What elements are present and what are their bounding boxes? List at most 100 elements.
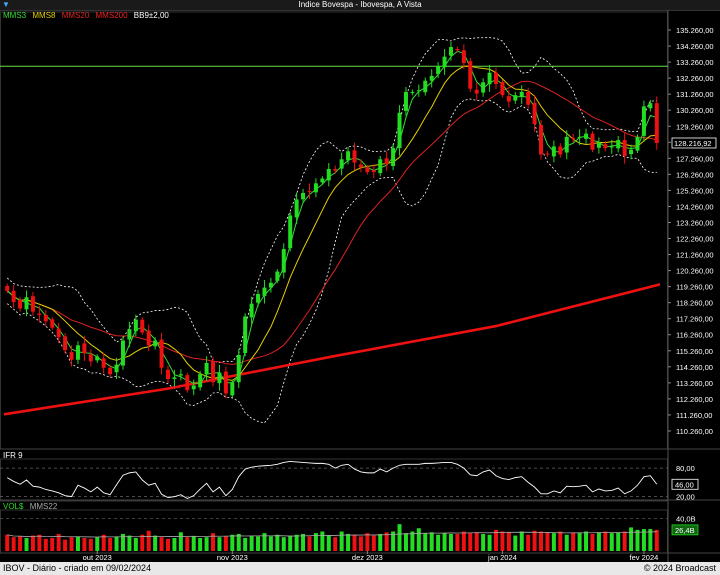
candle: [114, 357, 119, 380]
candle-body: [519, 91, 524, 98]
candle: [616, 135, 621, 153]
footer-info: IBOV - Diário - criado em 09/02/2024: [3, 563, 152, 573]
candle-body: [635, 136, 640, 151]
legend-item-bb[interactable]: BB9±2,00: [133, 11, 169, 20]
legend-item-mms20[interactable]: MMS20: [61, 11, 90, 20]
volume-bar: [172, 538, 177, 551]
volume-bar: [63, 539, 68, 551]
candle-body: [153, 340, 158, 347]
candle-body: [609, 146, 614, 148]
volume-bar: [204, 537, 209, 551]
candle-body: [159, 339, 164, 368]
candle-body: [217, 372, 222, 384]
chevron-down-icon[interactable]: ▼: [2, 0, 10, 9]
candle-body: [590, 133, 595, 150]
ifr-tick-label: 20,00: [676, 493, 695, 502]
candle-body: [30, 296, 35, 312]
candle-body: [526, 91, 531, 105]
candle-body: [236, 354, 241, 383]
volume-bar: [391, 531, 396, 551]
candle: [487, 65, 492, 92]
price-tick-label: 133.260,00: [676, 58, 714, 67]
volume-bar: [262, 533, 267, 551]
candle-body: [436, 66, 441, 74]
candle-body: [307, 191, 312, 193]
candle-body: [571, 137, 576, 139]
candle: [423, 77, 428, 96]
vol-current-box: [671, 524, 699, 536]
candle: [75, 341, 80, 364]
candle-body: [648, 103, 653, 109]
price-tick-label: 114.260,00: [676, 363, 713, 372]
vol-label[interactable]: VOL$: [3, 502, 24, 511]
candle-body: [352, 150, 357, 163]
candle: [352, 142, 357, 171]
vol-legend: VOL$ MMS22: [3, 502, 57, 511]
candle: [11, 284, 16, 308]
volume-bar: [352, 534, 357, 551]
candle: [223, 366, 228, 399]
candle-body: [223, 371, 228, 394]
volume-bar: [75, 536, 80, 551]
ifr-current-box: [671, 478, 699, 490]
candle-body: [24, 297, 29, 310]
legend-item-mms200[interactable]: MMS200: [95, 11, 128, 20]
price-tick-label: 115.260,00: [676, 347, 713, 356]
candle: [120, 336, 125, 370]
volume-bar: [436, 534, 441, 551]
candle-body: [262, 287, 267, 296]
volume-bar: [249, 535, 254, 551]
ifr-legend[interactable]: IFR 9: [3, 451, 23, 460]
candle: [69, 345, 74, 367]
current-price-box: [671, 137, 717, 149]
volume-bar: [648, 529, 653, 551]
volume-bar: [468, 533, 473, 551]
volume-bar: [410, 531, 415, 551]
candle-body: [429, 75, 434, 81]
volume-bar: [133, 538, 138, 551]
candle-body: [455, 48, 460, 51]
candle: [519, 85, 524, 104]
candle: [24, 290, 29, 317]
candle: [603, 140, 608, 152]
price-tick-label: 117.260,00: [676, 315, 713, 324]
legend-item-mms8[interactable]: MMS8: [32, 11, 56, 20]
title-bar: ▼ Indice Bovespa - Ibovespa, A Vista: [0, 0, 720, 11]
candle: [584, 128, 589, 144]
volume-bar: [24, 538, 29, 551]
candle-body: [166, 369, 170, 380]
candle: [590, 131, 595, 153]
volume-bar: [326, 535, 331, 551]
candle-body: [487, 72, 492, 85]
candle: [339, 152, 344, 176]
candle-body: [275, 271, 280, 281]
candle-body: [108, 367, 113, 375]
volume-bar: [590, 533, 595, 551]
candle: [384, 151, 389, 171]
volume-bar: [442, 533, 447, 551]
candle-body: [461, 50, 466, 64]
chart-canvas[interactable]: 135.260,00 134.260,00 133.260,00 132.260,00…: [0, 0, 720, 562]
volume-bar: [571, 532, 576, 551]
volume-bar: [50, 538, 55, 551]
footer-bar: IBOV - Diário - criado em 09/02/2024 © 2…: [0, 562, 720, 575]
price-tick-label: 120.260,00: [676, 267, 714, 276]
x-tick-label: nov 2023: [217, 553, 248, 562]
candle-body: [513, 95, 518, 101]
candle-body: [346, 151, 351, 161]
volume-bar: [378, 533, 383, 551]
candle-body: [448, 47, 453, 56]
candle: [313, 178, 318, 198]
vol-ma-label[interactable]: MMS22: [29, 502, 58, 511]
candle-body: [114, 364, 119, 373]
volume-bar: [320, 531, 325, 551]
candle-body: [88, 354, 93, 362]
volume-bar: [191, 536, 196, 551]
volume-bar: [307, 536, 312, 551]
legend-item-mms3[interactable]: MMS3: [3, 11, 27, 20]
footer-copyright: © 2024 Broadcast: [643, 563, 716, 573]
candle: [166, 365, 170, 384]
candle: [172, 369, 177, 387]
candle: [217, 364, 222, 391]
